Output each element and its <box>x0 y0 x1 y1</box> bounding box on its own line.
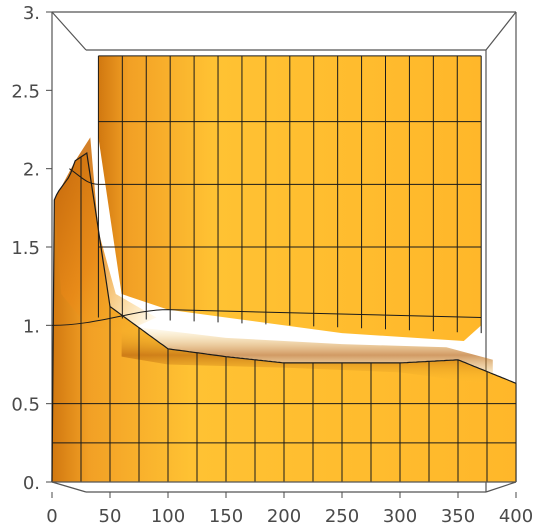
x-tick: 50 <box>99 492 122 527</box>
x-tick-label: 50 <box>99 506 122 527</box>
z-tick-label: 2. <box>23 160 40 181</box>
z-tick-label: 0. <box>23 473 40 494</box>
mesh-line <box>51 309 482 326</box>
z-tick: 0. <box>23 473 52 494</box>
z-tick: 3. <box>23 3 52 24</box>
surface-cliff-shade <box>54 137 157 334</box>
z-tick-label: 1.5 <box>11 238 40 259</box>
z-tick: 2. <box>23 160 52 181</box>
x-tick: 350 <box>441 492 475 527</box>
box-edge <box>485 481 517 493</box>
z-tick-label: 2.5 <box>11 81 40 102</box>
z-tick: 0.5 <box>11 395 52 416</box>
z-axis: 0. 0.5 1. 1.5 2. 2.5 3. <box>11 3 52 494</box>
profile-outline <box>51 151 517 483</box>
z-tick-label: 3. <box>23 3 40 24</box>
z-tick-label: 0.5 <box>11 395 40 416</box>
x-tick: 200 <box>267 492 301 527</box>
box-edge <box>485 11 517 51</box>
x-tick-label: 250 <box>325 506 359 527</box>
x-tick-label: 0 <box>46 506 57 527</box>
x-tick: 100 <box>151 492 185 527</box>
box-edge <box>51 11 87 51</box>
z-tick-label: 1. <box>23 316 40 337</box>
x-tick: 300 <box>383 492 417 527</box>
x-tick-label: 200 <box>267 506 301 527</box>
bounding-box-front <box>51 481 516 493</box>
x-tick: 150 <box>209 492 243 527</box>
z-tick: 1.5 <box>11 238 52 259</box>
x-axis: 0 50 100 150 200 250 300 350 400 <box>46 492 533 527</box>
x-tick: 250 <box>325 492 359 527</box>
x-tick: 0 <box>46 492 58 527</box>
x-tick-label: 150 <box>209 506 243 527</box>
x-tick-label: 100 <box>151 506 185 527</box>
x-tick-label: 300 <box>383 506 417 527</box>
x-tick: 400 <box>499 492 533 527</box>
z-tick: 1. <box>23 316 52 337</box>
box-edge <box>51 481 87 493</box>
z-tick: 2.5 <box>11 81 52 102</box>
mesh-layer <box>51 55 517 483</box>
x-tick-label: 350 <box>441 506 475 527</box>
x-tick-label: 400 <box>499 506 533 527</box>
